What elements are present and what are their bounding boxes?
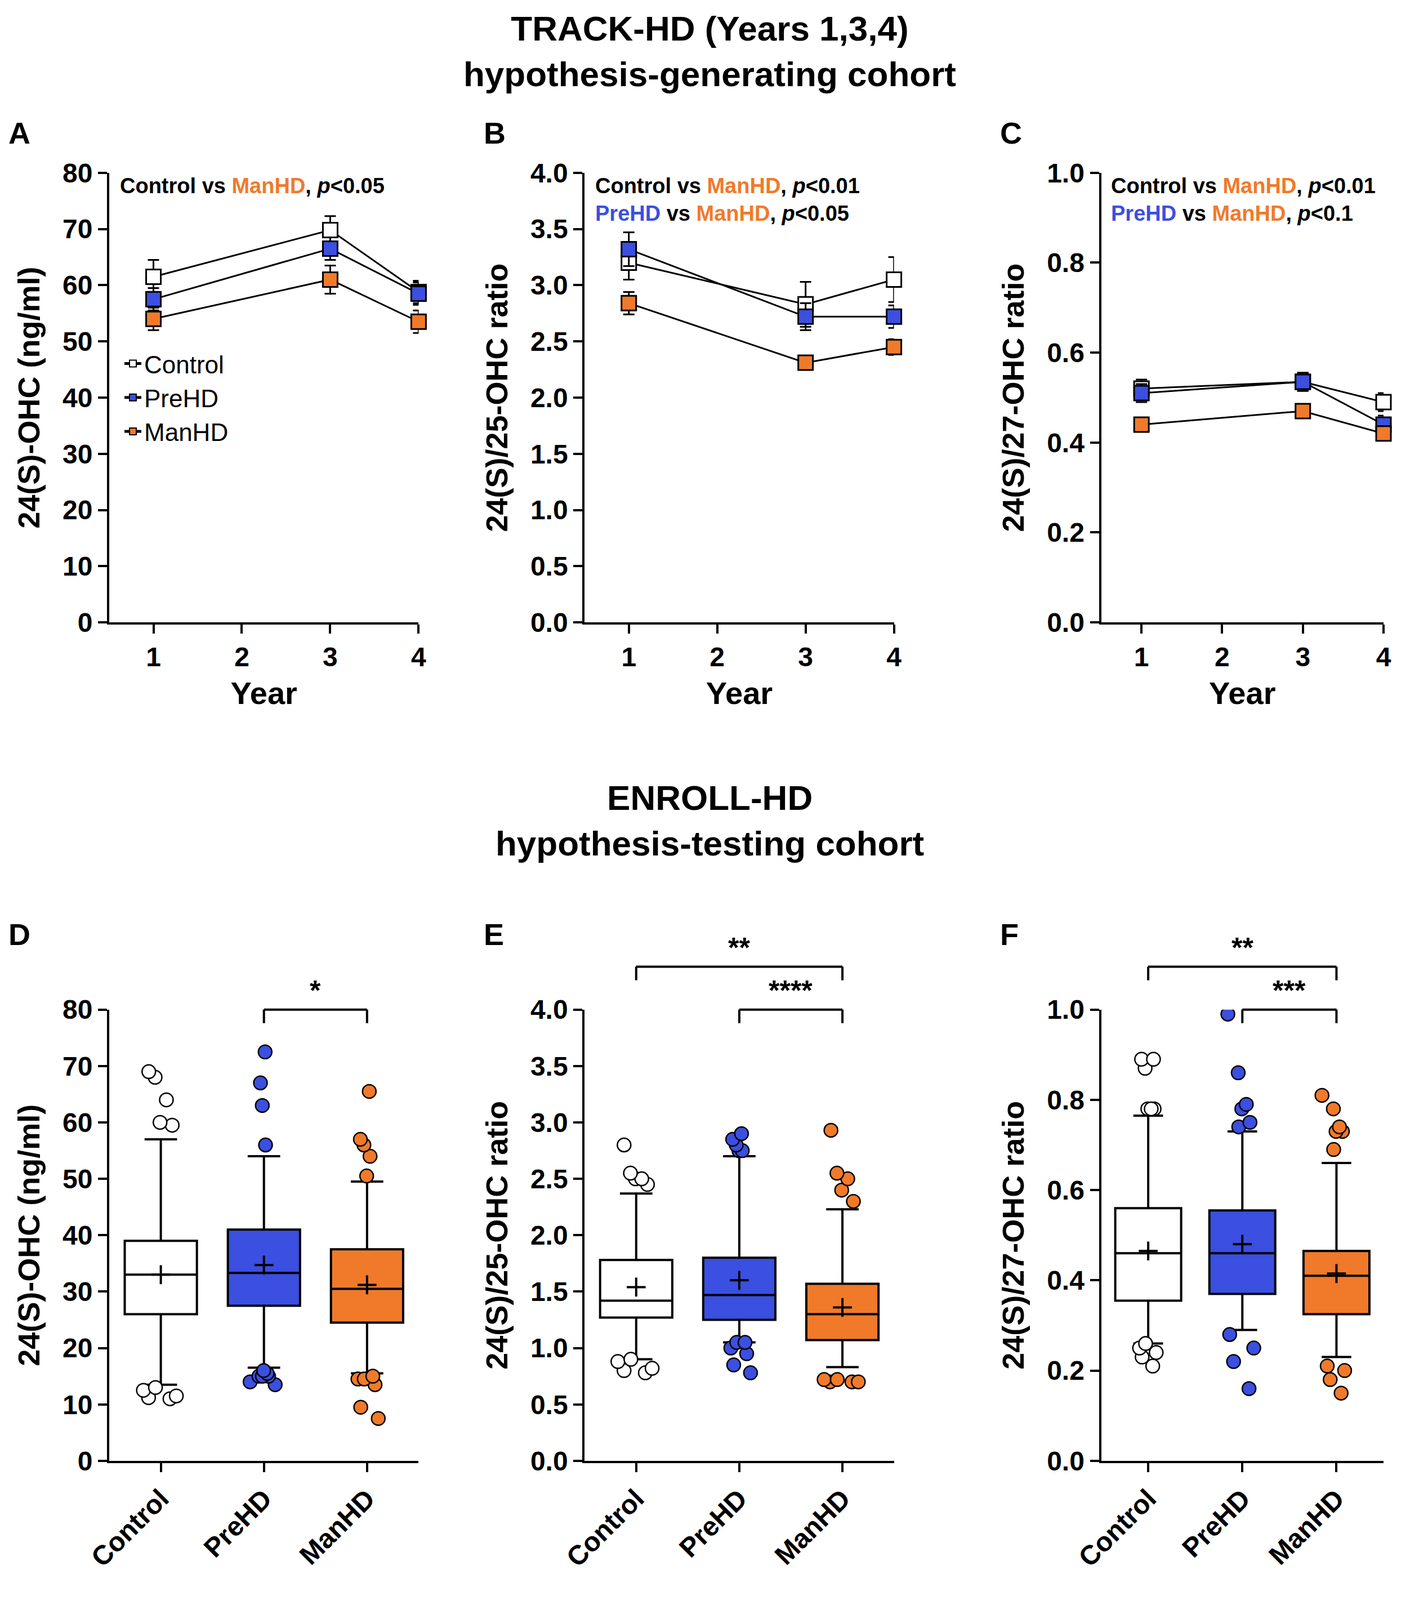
svg-text:24(S)-OHC (ng/ml): 24(S)-OHC (ng/ml) bbox=[11, 266, 46, 529]
svg-text:40: 40 bbox=[62, 1220, 93, 1251]
svg-text:1: 1 bbox=[145, 641, 162, 672]
svg-text:50: 50 bbox=[62, 326, 93, 357]
svg-text:2.5: 2.5 bbox=[530, 326, 569, 357]
svg-text:**: ** bbox=[1231, 931, 1254, 964]
svg-text:20: 20 bbox=[62, 1332, 93, 1363]
svg-text:0.8: 0.8 bbox=[1046, 1085, 1085, 1115]
svg-text:ManHD: ManHD bbox=[1263, 1483, 1350, 1570]
svg-text:PreHD: PreHD bbox=[198, 1483, 278, 1563]
svg-text:24(S)/27-OHC ratio: 24(S)/27-OHC ratio bbox=[996, 262, 1030, 532]
svg-text:0.2: 0.2 bbox=[1046, 1355, 1085, 1386]
svg-text:Control: Control bbox=[85, 1483, 175, 1573]
svg-text:**: ** bbox=[728, 931, 751, 964]
svg-text:30: 30 bbox=[62, 1276, 93, 1307]
svg-text:Control vs ManHD, p<0.01PreHD: Control vs ManHD, p<0.01PreHD vs ManHD, … bbox=[595, 173, 860, 226]
svg-text:0.0: 0.0 bbox=[1046, 1446, 1085, 1476]
svg-text:3.5: 3.5 bbox=[530, 213, 569, 244]
svg-text:0.5: 0.5 bbox=[530, 1389, 569, 1419]
svg-text:24(S)/27-OHC ratio: 24(S)/27-OHC ratio bbox=[996, 1100, 1030, 1370]
svg-text:TRACK-HD (Years 1,3,4)hypothes: TRACK-HD (Years 1,3,4)hypothesis-generat… bbox=[463, 9, 957, 94]
svg-text:10: 10 bbox=[62, 551, 93, 582]
svg-text:ManHD: ManHD bbox=[769, 1483, 856, 1570]
svg-text:0.0: 0.0 bbox=[530, 1446, 569, 1476]
svg-text:3: 3 bbox=[1295, 641, 1311, 672]
svg-text:1.0: 1.0 bbox=[1046, 158, 1085, 189]
svg-text:Year: Year bbox=[706, 675, 773, 711]
svg-text:Year: Year bbox=[1208, 675, 1276, 711]
svg-text:C: C bbox=[1000, 115, 1023, 150]
svg-text:24(S)/25-OHC ratio: 24(S)/25-OHC ratio bbox=[479, 262, 514, 532]
svg-text:PreHD: PreHD bbox=[673, 1483, 753, 1563]
svg-text:0: 0 bbox=[77, 607, 93, 638]
svg-text:80: 80 bbox=[62, 994, 93, 1025]
svg-text:4.0: 4.0 bbox=[530, 994, 569, 1025]
svg-text:70: 70 bbox=[62, 1051, 93, 1082]
svg-text:1: 1 bbox=[1134, 641, 1150, 672]
svg-text:Control: Control bbox=[1072, 1483, 1162, 1573]
svg-text:3.5: 3.5 bbox=[530, 1051, 569, 1082]
svg-text:0.6: 0.6 bbox=[1046, 1175, 1085, 1206]
svg-text:1.0: 1.0 bbox=[1046, 994, 1085, 1025]
svg-text:1.0: 1.0 bbox=[530, 1332, 569, 1363]
svg-text:PreHD: PreHD bbox=[1176, 1483, 1256, 1563]
svg-text:F: F bbox=[1000, 917, 1019, 952]
svg-text:Control vs ManHD, p<0.01PreHD: Control vs ManHD, p<0.01PreHD vs ManHD, … bbox=[1110, 173, 1376, 226]
svg-text:3: 3 bbox=[797, 641, 814, 672]
svg-text:10: 10 bbox=[62, 1389, 93, 1419]
svg-text:Control: Control bbox=[560, 1483, 650, 1573]
svg-text:Year: Year bbox=[230, 675, 298, 711]
svg-text:60: 60 bbox=[62, 1107, 93, 1138]
svg-text:0.6: 0.6 bbox=[1046, 337, 1085, 368]
svg-text:2: 2 bbox=[709, 641, 725, 672]
svg-text:3.0: 3.0 bbox=[530, 270, 569, 301]
svg-text:0.5: 0.5 bbox=[530, 551, 569, 582]
svg-text:3.0: 3.0 bbox=[530, 1107, 569, 1138]
svg-text:20: 20 bbox=[62, 494, 93, 525]
svg-text:40: 40 bbox=[62, 382, 93, 413]
svg-text:0.8: 0.8 bbox=[1046, 247, 1085, 278]
svg-text:****: **** bbox=[768, 974, 813, 1007]
svg-text:1.5: 1.5 bbox=[530, 1276, 569, 1307]
svg-text:Control: Control bbox=[144, 350, 225, 379]
svg-text:ENROLL-HDhypothesis-testing co: ENROLL-HDhypothesis-testing cohort bbox=[495, 778, 925, 863]
svg-text:30: 30 bbox=[62, 439, 93, 470]
svg-text:3: 3 bbox=[322, 641, 338, 672]
svg-text:0: 0 bbox=[77, 1446, 93, 1476]
svg-text:0.0: 0.0 bbox=[530, 607, 569, 638]
svg-text:2: 2 bbox=[234, 641, 250, 672]
svg-text:80: 80 bbox=[62, 158, 93, 189]
svg-text:***: *** bbox=[1272, 974, 1306, 1007]
svg-text:*: * bbox=[309, 974, 321, 1007]
svg-text:ManHD: ManHD bbox=[293, 1483, 381, 1570]
svg-text:0.2: 0.2 bbox=[1046, 517, 1085, 548]
svg-text:A: A bbox=[8, 115, 31, 150]
svg-text:1.5: 1.5 bbox=[530, 439, 569, 470]
svg-text:2.5: 2.5 bbox=[530, 1163, 569, 1194]
svg-text:4: 4 bbox=[886, 641, 902, 672]
svg-text:60: 60 bbox=[62, 270, 93, 301]
svg-text:1.0: 1.0 bbox=[530, 494, 569, 525]
svg-text:24(S)/25-OHC ratio: 24(S)/25-OHC ratio bbox=[479, 1100, 514, 1370]
svg-text:Control vs ManHD, p<0.05: Control vs ManHD, p<0.05 bbox=[119, 173, 385, 198]
svg-text:E: E bbox=[483, 917, 504, 952]
svg-text:4: 4 bbox=[411, 641, 427, 672]
svg-text:24(S)-OHC (ng/ml): 24(S)-OHC (ng/ml) bbox=[11, 1104, 46, 1367]
svg-text:ManHD: ManHD bbox=[144, 418, 229, 446]
svg-text:B: B bbox=[483, 115, 506, 150]
svg-text:50: 50 bbox=[62, 1163, 93, 1194]
svg-text:0.4: 0.4 bbox=[1046, 1265, 1085, 1296]
svg-text:4: 4 bbox=[1376, 641, 1392, 672]
svg-text:0.0: 0.0 bbox=[1046, 607, 1085, 638]
svg-text:2.0: 2.0 bbox=[530, 1220, 569, 1251]
svg-text:2.0: 2.0 bbox=[530, 382, 569, 413]
svg-text:PreHD: PreHD bbox=[144, 384, 219, 413]
svg-text:2: 2 bbox=[1214, 641, 1230, 672]
svg-text:1: 1 bbox=[621, 641, 637, 672]
svg-text:70: 70 bbox=[62, 213, 93, 244]
svg-text:0.4: 0.4 bbox=[1046, 427, 1085, 458]
svg-text:4.0: 4.0 bbox=[530, 158, 569, 189]
svg-text:D: D bbox=[8, 917, 31, 952]
